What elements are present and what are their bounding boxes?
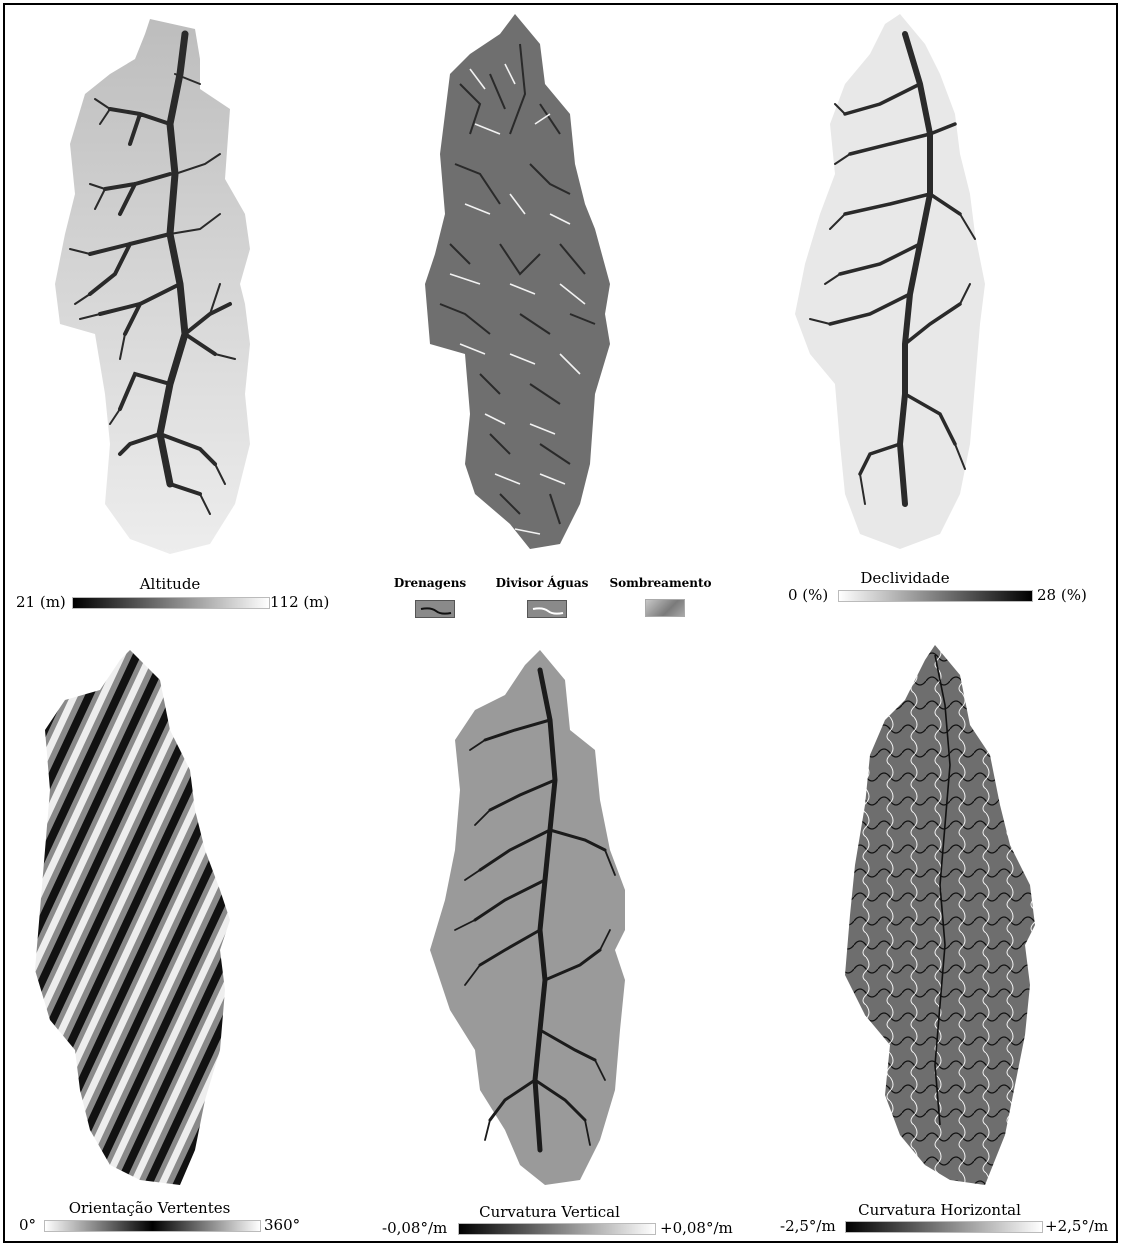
vertical-curvature-color-ramp: [458, 1223, 656, 1235]
aspect-color-ramp: [44, 1220, 261, 1232]
hillshade-swatch-icon: [645, 599, 685, 617]
aspect-map: [20, 650, 245, 1190]
vertical-curvature-map: [425, 650, 640, 1190]
aspect-legend-min: 0°: [19, 1216, 37, 1234]
basin-outline: [430, 650, 625, 1185]
aspect-legend-title: Orientação Vertentes: [68, 1199, 231, 1217]
vertical-curvature-legend-max: +0,08°/m: [660, 1219, 733, 1237]
slope-legend-max: 28 (%): [1037, 586, 1087, 604]
horizontal-curvature-legend-title: Curvatura Horizontal: [858, 1201, 1021, 1219]
basin-outline: [795, 14, 985, 549]
divide-swatch-icon: [527, 600, 567, 618]
vertical-curvature-legend-title: Curvatura Vertical: [479, 1203, 620, 1221]
legend-divide-title: Divisor Águas: [495, 576, 589, 590]
horizontal-curvature-legend-max: +2,5°/m: [1045, 1217, 1109, 1235]
legend-drainage-title: Drenagens: [393, 576, 467, 590]
altitude-legend-min: 21 (m): [16, 593, 66, 611]
drainage-divides-hillshade-map: [410, 14, 630, 554]
basin-outline: [845, 645, 1035, 1185]
basin-outline: [55, 19, 250, 554]
horizontal-curvature-legend-min: -2,5°/m: [780, 1217, 836, 1235]
horizontal-curvature-map: [830, 645, 1045, 1190]
aspect-legend-max: 360°: [264, 1216, 301, 1234]
slope-map: [790, 14, 1010, 554]
vertical-curvature-legend-min: -0,08°/m: [382, 1219, 448, 1237]
slope-legend-title: Declividade: [860, 569, 950, 587]
drainage-swatch-icon: [415, 600, 455, 618]
horizontal-curvature-color-ramp: [845, 1221, 1043, 1233]
altitude-legend-title: Altitude: [139, 575, 201, 593]
basin-outline: [425, 14, 610, 549]
altitude-map: [50, 14, 290, 559]
slope-color-ramp: [838, 590, 1033, 602]
slope-legend-min: 0 (%): [788, 586, 829, 604]
altitude-color-ramp: [72, 597, 270, 609]
altitude-legend-max: 112 (m): [270, 593, 330, 611]
basin-outline: [35, 650, 230, 1185]
figure-frame: [3, 3, 1118, 1243]
legend-hillshade-title: Sombreamento: [609, 576, 712, 590]
